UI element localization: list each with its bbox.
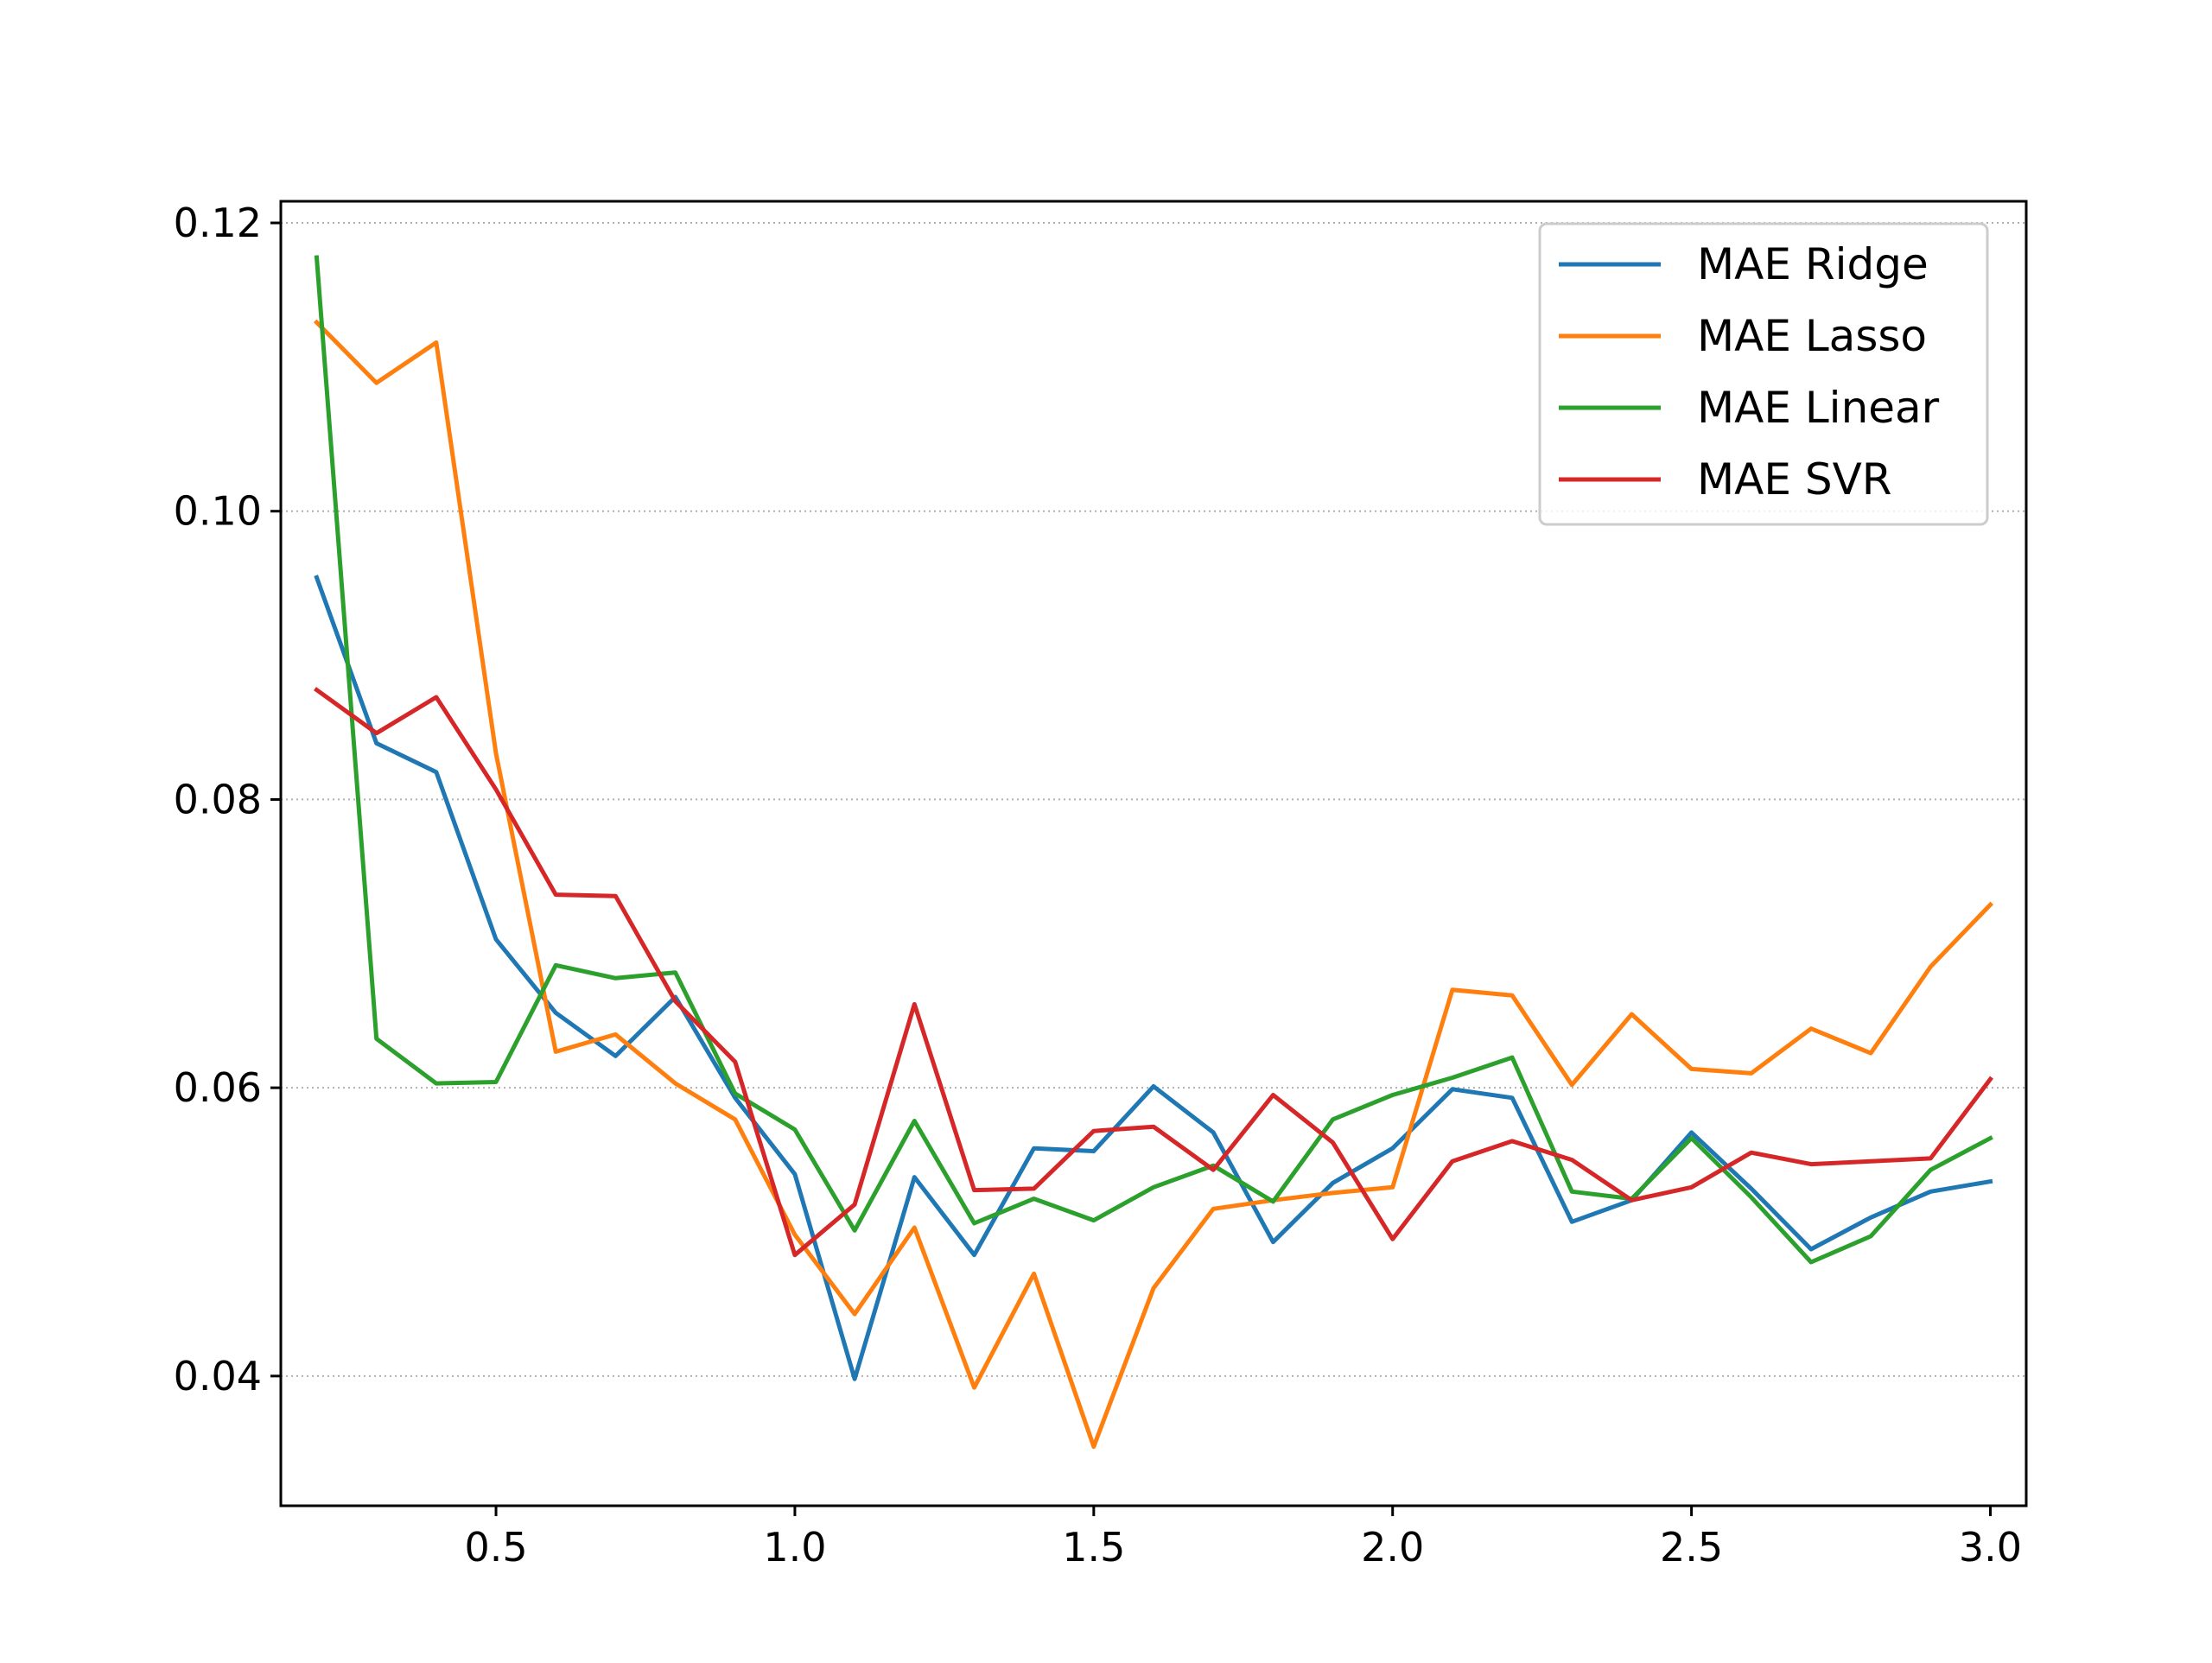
y-tick-label: 0.12 [174, 200, 262, 246]
x-tick-label: 2.0 [1361, 1524, 1424, 1571]
y-tick-label: 0.10 [174, 488, 262, 535]
x-tick-label: 1.0 [763, 1524, 826, 1571]
legend-box [1538, 222, 1989, 526]
series-line-mae-svr [314, 687, 1994, 1258]
x-tick-label: 1.5 [1062, 1524, 1125, 1571]
x-tick-label: 3.0 [1959, 1524, 2022, 1571]
y-tick-label: 0.08 [174, 776, 262, 822]
y-axis: 0.04 0.06 0.08 0.10 0.12 [174, 200, 281, 1400]
series-lines [313, 255, 1994, 1450]
legend-label-mae-linear[interactable]: MAE Linear [1697, 383, 1940, 433]
plot-area-frame [279, 200, 2028, 1507]
y-tick-label: 0.06 [174, 1064, 262, 1111]
legend[interactable]: MAE Ridge MAE Lasso MAE Linear MAE SVR [1538, 222, 1989, 526]
legend-label-mae-ridge[interactable]: MAE Ridge [1697, 239, 1929, 289]
series-line-mae-lasso [313, 319, 1994, 1450]
y-tick-label: 0.04 [174, 1353, 262, 1400]
x-tick-label: 0.5 [464, 1524, 527, 1571]
x-axis: 0.5 1.0 1.5 2.0 2.5 3.0 [464, 1506, 2022, 1571]
legend-label-mae-svr[interactable]: MAE SVR [1697, 454, 1892, 505]
series-line-mae-linear [314, 255, 1993, 1265]
legend-label-mae-lasso[interactable]: MAE Lasso [1697, 311, 1927, 361]
x-tick-label: 2.5 [1660, 1524, 1723, 1571]
